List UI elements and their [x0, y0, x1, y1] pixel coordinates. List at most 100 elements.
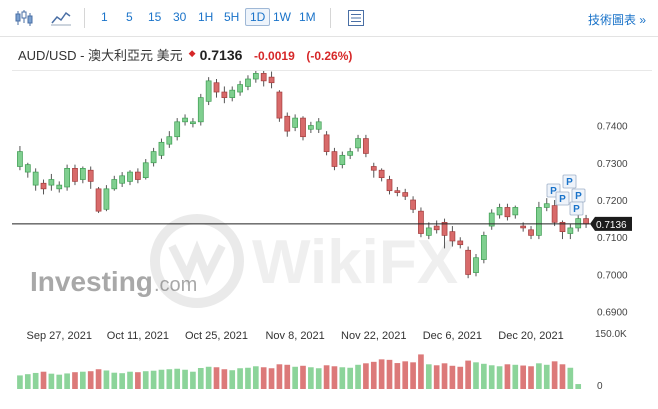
pivot-marker-label[interactable]: P — [559, 194, 566, 205]
volume-bar — [449, 365, 456, 389]
volume-bar — [331, 366, 338, 389]
pivot-marker-box[interactable] — [555, 191, 570, 206]
interval-1d-button[interactable]: 1D — [245, 8, 271, 26]
candle-body — [142, 162, 149, 179]
interval-15m-button[interactable]: 15 — [148, 10, 162, 24]
candle-body — [48, 179, 55, 186]
volume-bars — [17, 354, 582, 389]
volume-bar — [48, 373, 55, 389]
candle-body — [64, 168, 70, 188]
volume-bar — [95, 369, 102, 389]
candle-body — [135, 171, 141, 180]
interval-1mo-button[interactable]: 1M — [299, 10, 316, 24]
candle-body — [150, 151, 157, 164]
pivot-marker-label[interactable]: P — [575, 191, 582, 202]
candlestick-chart-icon[interactable] — [14, 9, 34, 27]
volume-tick-label: 150.0K — [595, 329, 627, 340]
candle-body — [410, 199, 416, 210]
volume-bar — [551, 361, 558, 389]
volume-bar — [504, 364, 511, 389]
pivot-marker-box[interactable] — [569, 201, 584, 216]
pivot-marker-box[interactable] — [562, 174, 577, 189]
technical-chart-link[interactable]: 技術圖表 » — [587, 13, 646, 27]
candle-body — [158, 141, 165, 156]
investing-logo-text: Investing — [30, 266, 153, 297]
candle-body — [182, 117, 188, 123]
volume-bar — [56, 374, 63, 389]
pivot-markers[interactable]: PPP PP — [546, 174, 586, 216]
volume-bar — [378, 359, 385, 389]
candle-body — [174, 121, 181, 138]
candle-body — [488, 212, 495, 227]
volume-bar — [292, 366, 298, 389]
candle-body — [268, 76, 275, 84]
pivot-marker-label[interactable]: P — [550, 186, 557, 197]
x-tick-label: Oct 11, 2021 — [107, 330, 169, 342]
volume-bar — [197, 368, 204, 389]
volume-bar — [40, 371, 47, 389]
volume-bar — [182, 369, 188, 389]
interval-1h-button[interactable]: 1H — [198, 10, 214, 24]
volume-bar — [252, 366, 259, 389]
candle-body — [221, 91, 228, 98]
candle-body — [583, 218, 589, 225]
y-tick-label: 0.7000 — [597, 270, 628, 281]
volume-bar — [237, 368, 243, 389]
volume-bar — [174, 368, 181, 389]
volume-bar — [433, 365, 440, 389]
candle-body — [465, 249, 471, 275]
candle-body — [504, 207, 511, 218]
volume-bar — [268, 368, 275, 389]
volume-bar — [363, 363, 369, 389]
candle-body — [276, 91, 283, 119]
candle-body — [205, 80, 212, 102]
candle-body — [496, 207, 503, 216]
y-tick-label: 0.6900 — [597, 308, 628, 319]
price-chart-area[interactable]: Investing .com WikiFX 0.7400 0.7300 0.7200… — [12, 67, 652, 399]
x-tick-label: Sep 27, 2021 — [27, 330, 92, 342]
interval-5h-button[interactable]: 5H — [224, 10, 240, 24]
volume-bar — [72, 372, 78, 389]
table-view-icon[interactable] — [347, 9, 367, 27]
volume-bar — [496, 366, 503, 389]
candle-body — [457, 240, 464, 246]
candle-body — [24, 164, 31, 173]
candle-body — [355, 138, 361, 149]
interval-1w-button[interactable]: 1W — [273, 10, 291, 24]
volume-bar — [245, 367, 251, 389]
volume-bar — [80, 371, 86, 389]
pivot-marker-label[interactable]: P — [566, 177, 573, 188]
candle-body — [190, 121, 196, 125]
current-price-tag — [590, 216, 632, 231]
candle-body — [331, 151, 338, 167]
interval-30m-button[interactable]: 30 — [173, 10, 187, 24]
candle-body — [260, 73, 267, 82]
candlestick-chart[interactable]: Investing .com WikiFX 0.7400 0.7300 0.7200… — [12, 67, 652, 399]
line-chart-icon[interactable] — [50, 9, 71, 27]
x-tick-label: Dec 20, 2021 — [498, 330, 563, 342]
volume-bar — [300, 365, 306, 389]
volume-bar — [260, 367, 267, 389]
interval-1m-button[interactable]: 1 — [101, 10, 108, 24]
x-tick-label: Nov 22, 2021 — [341, 330, 406, 342]
volume-bar — [567, 367, 574, 389]
volume-bar — [119, 373, 125, 389]
axis-labels: 0.7400 0.7300 0.7200 0.7100 0.7000 0.6900 Sep … — [12, 122, 632, 392]
volume-bar — [402, 361, 409, 389]
volume-bar — [386, 359, 393, 389]
pivot-marker-label[interactable]: P — [573, 204, 580, 215]
volume-bar — [481, 363, 487, 389]
price-change: -0.0019 — [254, 49, 295, 63]
volume-bar — [473, 362, 479, 389]
volume-bar — [150, 370, 157, 389]
volume-bar — [111, 372, 118, 389]
candle-body — [536, 207, 542, 236]
interval-5m-button[interactable]: 5 — [126, 10, 133, 24]
candle-body — [386, 179, 393, 192]
volume-bar — [488, 365, 495, 389]
volume-bar — [205, 366, 212, 389]
candle-body — [418, 210, 424, 234]
volume-bar — [158, 369, 165, 389]
volume-bar — [528, 366, 534, 389]
candle-body — [378, 169, 385, 179]
